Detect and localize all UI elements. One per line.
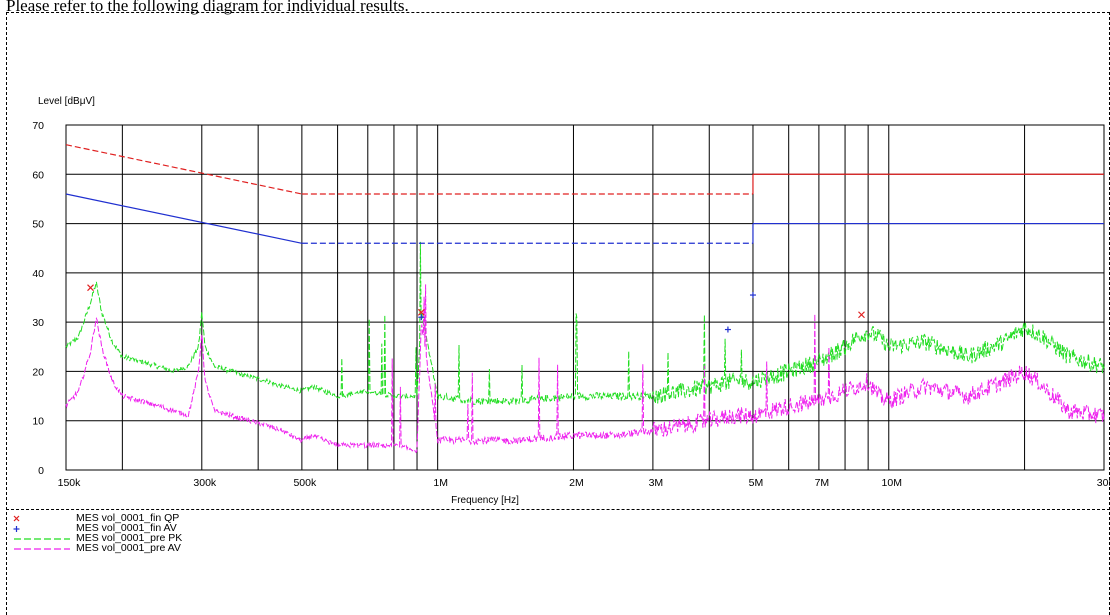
x-axis-label: Frequency [Hz] — [451, 495, 519, 506]
marker-stroke — [417, 308, 425, 316]
legend-symbol-av — [13, 526, 20, 532]
legend-label-av: MES vol_0001_fin AV — [76, 522, 177, 534]
x-tick-label: 300k — [193, 477, 217, 489]
emission-chart: 0 10 20 30 40 50 60 70 150k 300k 500k 1M 2M 3M 5M 7M 10M… — [32, 96, 1110, 506]
x-tick-label: 5M — [749, 477, 764, 489]
y-axis-label: Level [dBμV] — [38, 96, 95, 107]
plot-area — [65, 124, 1105, 471]
x-tick-label: 150k — [58, 477, 82, 489]
legend-label-qp: MES vol_0001_fin QP — [76, 512, 180, 524]
x-tick-label: 3M — [649, 477, 664, 489]
legend-label-pre-av: MES vol_0001_pre AV — [76, 542, 181, 554]
y-tick-label: 0 — [38, 465, 44, 477]
series-trace-pre-pk — [65, 241, 1105, 407]
series-trace-pre-av — [65, 284, 1105, 454]
y-tick-label: 40 — [32, 268, 44, 280]
limit-line — [65, 144, 302, 195]
y-tick-label: 60 — [32, 169, 44, 181]
legend-symbol-pre-av — [14, 548, 70, 550]
legend-label-pre-pk: MES vol_0001_pre PK — [76, 532, 183, 544]
y-tick-label: 50 — [32, 219, 44, 231]
x-tick-label: 2M — [569, 477, 584, 489]
legend-symbol-qp — [13, 515, 20, 522]
marker-stroke — [858, 311, 865, 319]
y-tick-label: 70 — [32, 120, 44, 132]
x-tick-label: 10M — [882, 477, 902, 489]
x-tick-label: 7M — [815, 477, 830, 489]
y-tick-label: 10 — [32, 416, 44, 428]
marker-av — [724, 326, 731, 333]
marker-av — [418, 314, 425, 321]
legend-symbol-pre-pk — [14, 538, 70, 540]
y-tick-label: 30 — [32, 317, 44, 329]
page-caption: Please refer to the following diagram fo… — [6, 0, 409, 15]
legend-divider — [6, 509, 1110, 510]
x-tick-label: 30M — [1097, 477, 1110, 489]
y-tick-label: 20 — [32, 366, 44, 378]
limit-line — [65, 193, 302, 244]
marker-stroke — [87, 284, 94, 292]
legend-x-icon — [13, 515, 20, 522]
marker-av — [749, 292, 756, 299]
marker-qp — [417, 308, 425, 316]
grid-lines — [65, 124, 1105, 471]
marker-qp — [87, 284, 94, 292]
x-tick-label: 500k — [293, 477, 317, 489]
marker-qp — [858, 311, 865, 319]
x-tick-label: 1M — [433, 477, 448, 489]
